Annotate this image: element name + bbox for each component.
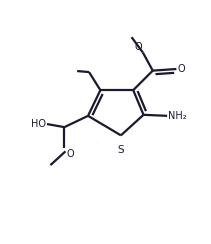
Text: HO: HO — [31, 119, 46, 129]
Text: O: O — [66, 149, 74, 159]
Text: O: O — [177, 64, 185, 74]
Text: S: S — [118, 145, 124, 155]
Text: NH₂: NH₂ — [168, 111, 187, 121]
Text: O: O — [134, 41, 142, 51]
